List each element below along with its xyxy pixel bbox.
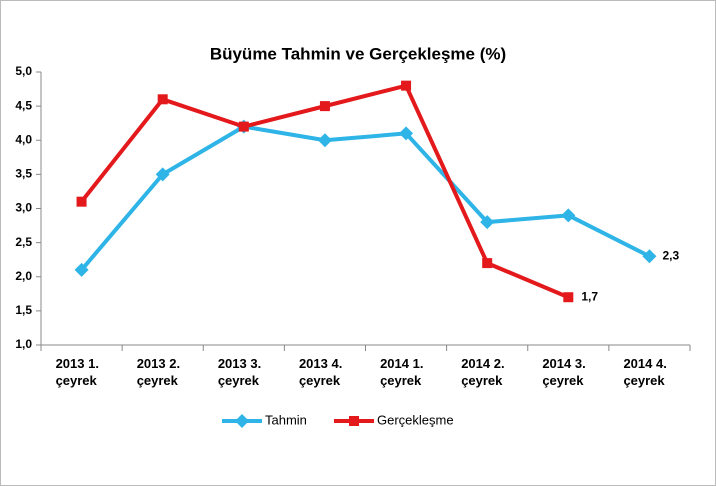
y-tick-label: 2,0	[15, 269, 32, 283]
marker	[563, 292, 574, 303]
marker	[482, 258, 493, 269]
marker	[317, 133, 332, 148]
y-tick-label: 1,5	[15, 303, 32, 317]
chart-title: Büyüme Tahmin ve Gerçekleşme (%)	[210, 44, 506, 63]
x-tick-label: 2014 2. çeyrek	[461, 356, 505, 388]
marker	[399, 126, 414, 141]
x-tick-label: 2013 2. çeyrek	[136, 356, 181, 388]
y-tick-label: 5,0	[15, 64, 32, 78]
marker	[238, 121, 249, 132]
marker	[74, 262, 89, 277]
y-tick-label: 2,5	[15, 235, 32, 249]
marker	[155, 167, 170, 182]
y-tick-label: 1,0	[15, 337, 32, 351]
legend-label: Tahmin	[265, 412, 307, 427]
legend-label: Gerçekleşme	[377, 412, 454, 427]
marker	[76, 196, 87, 207]
y-tick-label: 3,5	[15, 167, 32, 181]
marker	[480, 215, 495, 230]
marker	[401, 80, 412, 91]
x-tick-label: 2014 4. çeyrek	[623, 356, 667, 388]
marker	[349, 416, 359, 426]
x-tick-label: 2013 1. çeyrek	[55, 356, 99, 388]
x-tick-label: 2014 3. çeyrek	[542, 356, 586, 388]
x-tick-label: 2013 4. çeyrek	[298, 356, 343, 388]
marker	[642, 249, 657, 264]
y-tick-label: 3,0	[15, 201, 32, 215]
value-label: 2,3	[662, 248, 679, 262]
marker	[235, 414, 249, 428]
value-label: 1,7	[581, 289, 598, 303]
marker	[157, 94, 168, 105]
y-tick-label: 4,0	[15, 132, 32, 146]
marker	[319, 101, 330, 112]
y-tick-label: 4,5	[15, 98, 32, 112]
series-line	[80, 124, 651, 272]
x-tick-label: 2013 3. çeyrek	[217, 356, 262, 388]
x-tick-label: 2014 1. çeyrek	[380, 356, 424, 388]
marker	[561, 208, 576, 223]
